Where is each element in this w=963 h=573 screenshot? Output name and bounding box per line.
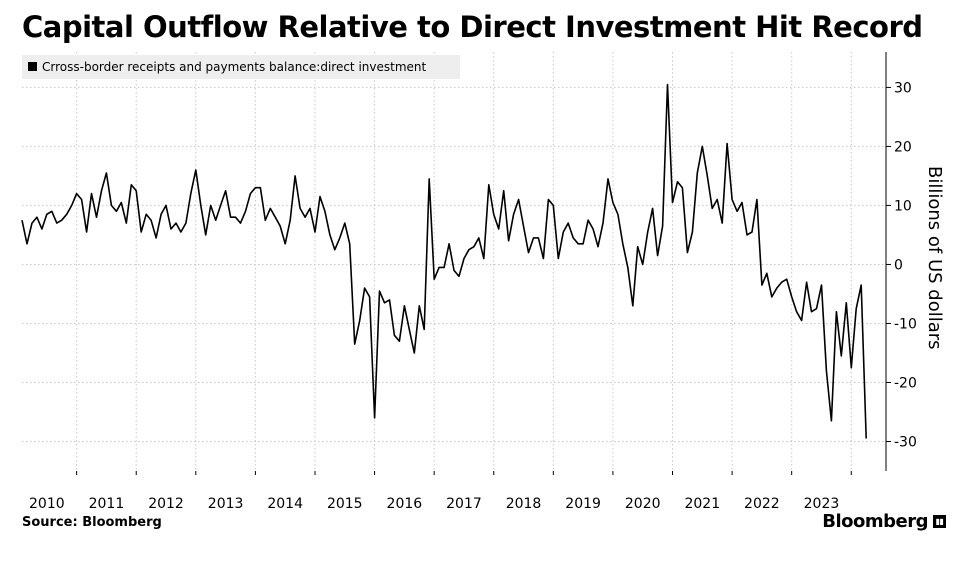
y-tick-label: -30: [894, 434, 917, 450]
y-axis-label: Billions of US dollars: [924, 166, 945, 350]
series-line: [21, 83, 867, 439]
x-tick-label: 2014: [267, 496, 303, 512]
legend-background: [22, 55, 460, 79]
x-axis: 2010 2011 2012 2013 2014 2015 2016 2017 2018 2019…: [29, 471, 852, 512]
x-tick-label: 2023: [804, 496, 840, 512]
brand-name: Bloomberg: [822, 511, 928, 532]
x-tick-label: 2022: [744, 496, 780, 512]
y-axis: 30 20 10 0 -10 -20 -30: [886, 80, 917, 450]
x-tick-label: 2013: [208, 496, 244, 512]
legend-label: Crross-border receipts and payments bala…: [42, 60, 427, 74]
y-tick-label: 30: [894, 80, 912, 96]
bloomberg-logo: Bloomberg ▮▮: [822, 511, 946, 532]
legend-swatch: [28, 62, 37, 71]
x-tick-label: 2015: [327, 496, 363, 512]
x-tick-label: 2021: [684, 496, 720, 512]
bloomberg-terminal-icon: ▮▮: [933, 515, 946, 528]
legend: Crross-border receipts and payments bala…: [22, 55, 460, 79]
x-tick-label: 2012: [148, 496, 184, 512]
x-tick-label: 2017: [446, 496, 482, 512]
y-tick-label: 10: [894, 198, 912, 214]
chart-title: Capital Outflow Relative to Direct Inves…: [22, 10, 923, 44]
y-tick-label: -10: [894, 316, 917, 332]
x-tick-label: 2011: [89, 496, 125, 512]
x-tick-label: 2019: [565, 496, 601, 512]
x-tick-label: 2020: [625, 496, 661, 512]
y-tick-label: 0: [894, 257, 903, 273]
x-tick-label: 2010: [29, 496, 65, 512]
y-tick-label: 20: [894, 139, 912, 155]
x-tick-label: 2018: [506, 496, 542, 512]
x-tick-label: 2016: [387, 496, 423, 512]
y-tick-label: -20: [894, 375, 917, 391]
plot-area: [22, 52, 886, 471]
source-note: Source: Bloomberg: [22, 515, 162, 530]
